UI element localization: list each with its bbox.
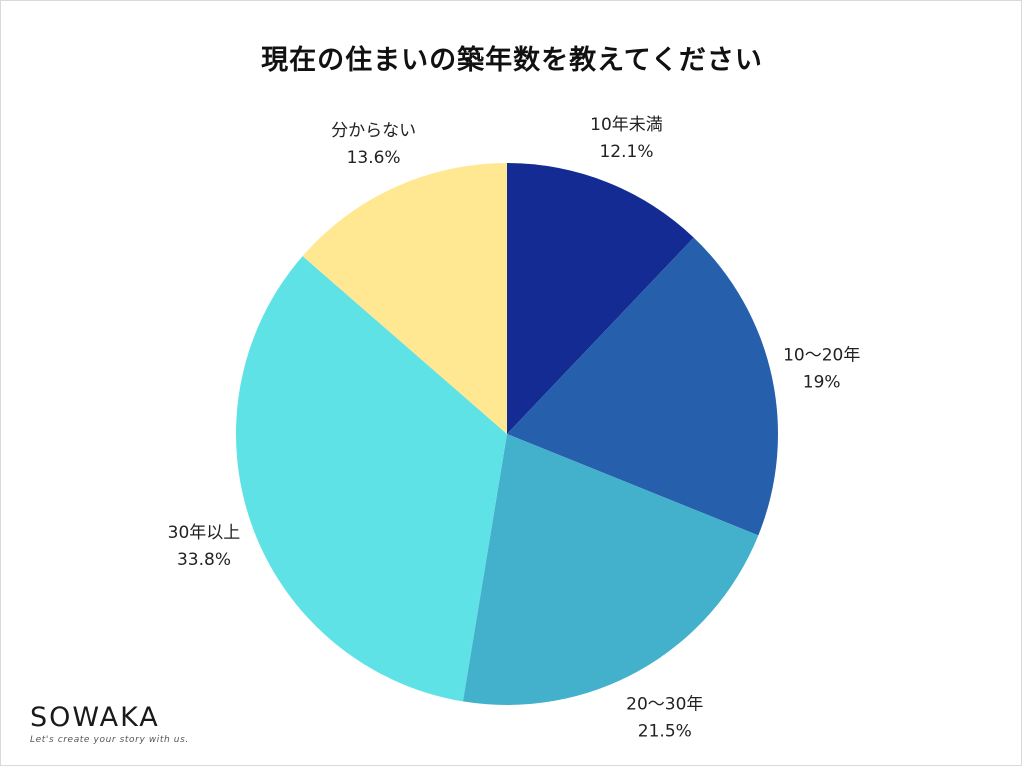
slice-category: 10年未満 xyxy=(590,115,663,135)
pie-slices xyxy=(236,163,779,705)
slice-label-4: 分からない 13.6% xyxy=(331,121,416,168)
logo-name: SOWAKA xyxy=(30,702,160,733)
slice-value: 21.5% xyxy=(638,722,692,742)
slice-category: 10〜20年 xyxy=(783,346,860,366)
slice-label-0: 10年未満 12.1% xyxy=(590,115,663,162)
pie-labels: 10年未満 12.1% 10〜20年 19% 20〜30年 21.5% 30年以上 33.8%… xyxy=(168,115,861,742)
logo-tagline: Let's create your story with us. xyxy=(30,735,189,745)
slice-category: 30年以上 xyxy=(168,523,241,543)
slice-value: 13.6% xyxy=(347,148,401,168)
slice-label-1: 10〜20年 19% xyxy=(783,346,860,393)
pie-slice-4 xyxy=(302,163,507,434)
slice-value: 12.1% xyxy=(599,142,653,162)
slice-value: 19% xyxy=(803,373,841,393)
slice-category: 20〜30年 xyxy=(626,695,703,715)
slice-label-3: 30年以上 33.8% xyxy=(168,523,241,570)
pie-slice-2 xyxy=(462,434,759,705)
sowaka-logo: SOWAKA Let's create your story with us. xyxy=(30,702,190,746)
slice-label-2: 20〜30年 21.5% xyxy=(626,695,703,742)
chart-title: 現在の住まいの築年数を教えてください xyxy=(261,45,763,76)
pie-slice-3 xyxy=(236,256,507,702)
slice-category: 分からない xyxy=(331,121,416,141)
slice-value: 33.8% xyxy=(177,550,231,570)
pie-slice-1 xyxy=(507,237,779,536)
pie-slice-0 xyxy=(507,163,694,434)
